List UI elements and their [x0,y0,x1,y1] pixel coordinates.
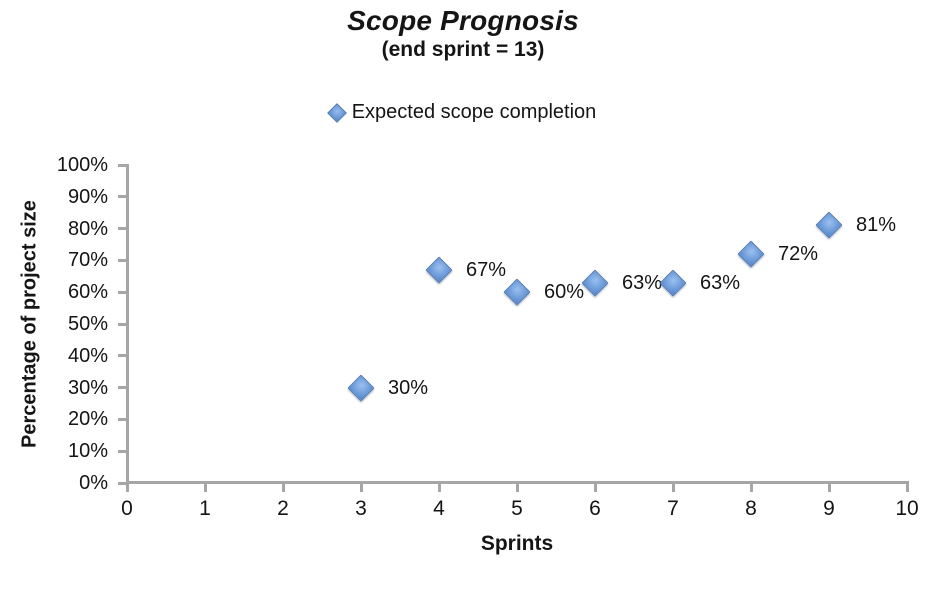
data-point [425,256,453,284]
y-tick-mark [118,417,126,421]
x-tick-label: 4 [433,497,445,520]
y-tick-label: 70% [67,249,108,272]
y-tick-mark [118,258,126,262]
y-tick-mark [118,290,126,294]
legend-label: Expected scope completion [351,101,597,123]
y-tick-label: 60% [67,281,108,304]
x-tick-mark [437,484,441,492]
x-tick-mark [281,484,285,492]
x-tick-label: 6 [589,497,601,520]
y-tick-mark [118,449,126,453]
y-tick-mark [118,322,126,326]
y-tick-label: 80% [67,217,108,240]
y-tick-label: 100% [56,154,108,176]
x-tick-mark [827,484,831,492]
data-point [503,278,531,306]
y-tick-label: 10% [67,440,108,463]
x-tick-mark [203,484,207,492]
y-tick-label: 30% [67,376,108,399]
x-tick-mark [515,484,519,492]
y-tick-mark [118,163,126,167]
y-tick-mark [118,227,126,231]
data-point [347,374,375,402]
y-tick-mark [118,195,126,199]
x-tick-label: 7 [667,497,679,520]
x-tick-label: 0 [121,497,133,520]
y-tick-mark [118,386,126,390]
x-tick-label: 3 [355,497,367,520]
x-tick-label: 2 [277,497,289,520]
x-tick-mark [905,484,909,492]
x-tick-mark [359,484,363,492]
x-tick-mark [125,484,129,492]
x-tick-mark [749,484,753,492]
x-tick-label: 10 [895,497,919,520]
y-tick-label: 50% [67,313,108,335]
legend: Expected scope completion [0,101,926,124]
x-tick-label: 9 [823,497,835,520]
chart-subtitle: (end sprint = 13) [381,38,545,61]
y-tick-label: 40% [67,344,108,367]
y-tick-mark [118,481,126,485]
data-point [815,211,843,239]
data-point-label: 30% [388,376,429,399]
data-point-label: 60% [544,281,585,304]
data-point [581,269,609,297]
x-axis-title: Sprints [480,532,554,555]
data-point-label: 63% [700,271,741,294]
y-tick-mark [118,354,126,358]
data-point-label: 67% [466,258,507,281]
y-tick-label: 20% [67,408,108,431]
x-tick-label: 8 [745,497,757,520]
data-point-label: 81% [856,214,897,237]
data-point [737,240,765,268]
x-tick-mark [593,484,597,492]
y-tick-label: 90% [67,185,108,208]
chart-title: Scope Prognosis [347,5,579,36]
x-tick-label: 1 [199,497,211,520]
data-point-label: 63% [622,271,663,294]
data-point [659,269,687,297]
x-tick-mark [671,484,675,492]
y-axis-line [126,164,129,484]
y-tick-label: 0% [79,472,108,494]
data-point-label: 72% [778,243,819,266]
diamond-marker-icon [326,102,347,123]
x-axis-line [126,481,909,484]
x-tick-label: 5 [511,497,523,520]
